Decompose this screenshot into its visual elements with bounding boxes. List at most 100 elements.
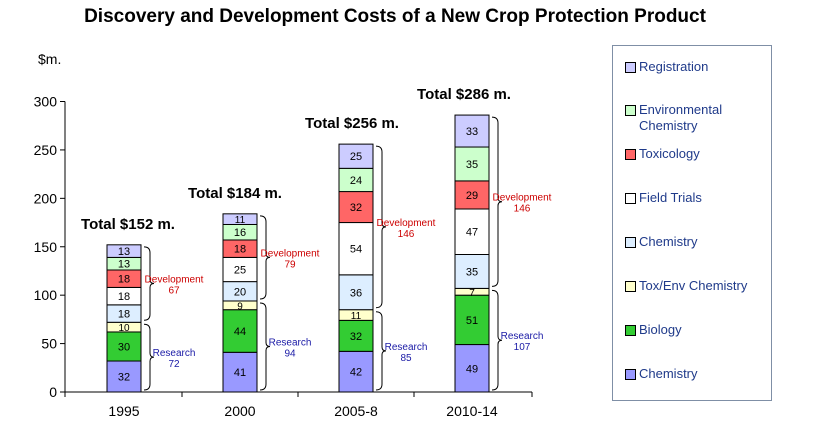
research-label: Research (385, 342, 428, 353)
legend-label: Chemistry (639, 366, 698, 381)
legend-item-environmental-chemistry: Environmental Chemistry (625, 102, 764, 134)
legend-label: Biology (639, 322, 682, 337)
legend-label: Field Trials (639, 190, 702, 205)
segment-value-label: 35 (466, 159, 478, 171)
y-axis-label: $m. (38, 51, 61, 67)
segment-value-label: 25 (350, 151, 362, 163)
research-label: Research (269, 337, 312, 348)
segment-value-label: 11 (351, 311, 362, 322)
research-brace (491, 289, 503, 391)
segment-value-label: 18 (118, 291, 130, 303)
development-label: Development (261, 248, 320, 259)
segment-value-label: 44 (234, 326, 246, 338)
segment-value-label: 11 (235, 215, 246, 226)
total-label: Total $256 m. (305, 115, 399, 132)
development-value: 67 (168, 286, 180, 297)
total-label: Total $152 m. (81, 216, 175, 233)
legend-label: Tox/Env Chemistry (639, 278, 748, 293)
segment-value-label: 47 (466, 227, 478, 239)
research-brace (143, 323, 155, 391)
bar-segment (222, 351, 258, 393)
segment-value-label: 29 (466, 190, 478, 202)
segment-value-label: 18 (234, 244, 246, 256)
legend-item-toxicology: Toxicology (625, 146, 764, 162)
segment-value-label: 42 (350, 367, 362, 379)
bar-segment (222, 256, 258, 283)
development-brace (375, 145, 387, 309)
y-tick-label: 200 (34, 190, 58, 206)
bar-segment (338, 319, 374, 352)
bar-segment (338, 191, 374, 224)
bar-segment (454, 180, 490, 210)
research-value: 107 (514, 342, 531, 353)
research-value: 94 (284, 348, 296, 359)
legend-swatch (625, 281, 636, 292)
legend-label: Chemistry (639, 234, 698, 249)
research-value: 72 (168, 359, 180, 370)
research-label: Research (501, 331, 544, 342)
segment-value-label: 24 (350, 175, 362, 187)
bar-segment (454, 254, 490, 289)
y-tick-label: 150 (34, 239, 58, 255)
segment-value-label: 7 (469, 288, 475, 299)
bar-segment (454, 344, 490, 393)
legend-swatch (625, 149, 636, 160)
y-tick-label: 100 (34, 287, 58, 303)
legend-label: Environmental Chemistry (639, 102, 723, 133)
development-value: 146 (398, 229, 415, 240)
segment-value-label: 16 (234, 227, 246, 239)
segment-value-label: 49 (466, 363, 478, 375)
legend-label: Registration (639, 59, 709, 74)
segment-value-label: 33 (466, 126, 478, 138)
chart-legend: Registration Environmental Chemistry Tox… (612, 45, 772, 401)
legend-swatch (625, 62, 636, 73)
segment-value-label: 20 (234, 286, 246, 298)
segment-value-label: 41 (234, 367, 246, 379)
development-brace (259, 215, 271, 300)
segment-value-label: 51 (466, 315, 478, 327)
chart-title: Discovery and Development Costs of a New… (84, 6, 706, 27)
segment-value-label: 36 (350, 287, 362, 299)
development-label: Development (493, 193, 552, 204)
segment-value-label: 32 (350, 202, 362, 214)
legend-swatch (625, 237, 636, 248)
development-value: 79 (284, 259, 296, 270)
legend-item-field-trials: Field Trials (625, 190, 764, 206)
legend-item-chemistry-research: Chemistry (625, 366, 764, 382)
development-brace (143, 246, 155, 321)
bar-segment (338, 143, 374, 169)
research-brace (259, 302, 271, 391)
y-tick-label: 250 (34, 142, 58, 158)
research-label: Research (153, 348, 196, 359)
legend-swatch (625, 105, 636, 116)
research-brace (375, 311, 387, 391)
y-tick-label: 300 (34, 94, 58, 110)
segment-value-label: 9 (237, 301, 243, 312)
y-tick-label: 0 (49, 384, 57, 400)
legend-item-biology: Biology (625, 322, 764, 338)
legend-swatch (625, 193, 636, 204)
segment-value-label: 32 (350, 331, 362, 343)
legend-label: Toxicology (639, 146, 700, 161)
total-label: Total $184 m. (188, 185, 282, 202)
bar-segment (454, 294, 490, 346)
legend-swatch (625, 325, 636, 336)
bar-segment (338, 350, 374, 393)
segment-value-label: 13 (118, 246, 130, 258)
legend-item-chemistry-development: Chemistry (625, 234, 764, 250)
segment-value-label: 13 (118, 259, 130, 271)
segment-value-label: 32 (118, 372, 130, 384)
legend-swatch (625, 369, 636, 380)
development-label: Development (377, 218, 436, 229)
x-tick-label: 2005-8 (334, 403, 378, 419)
bar-segment (222, 213, 258, 225)
bar-segment (338, 222, 374, 276)
bar-segment (106, 331, 142, 362)
legend-item-registration: Registration (625, 59, 764, 75)
bar-segment (106, 360, 142, 393)
bar-segment (222, 309, 258, 353)
bar-segment (338, 274, 374, 311)
development-value: 146 (514, 204, 531, 215)
x-tick-label: 1995 (108, 403, 139, 419)
segment-value-label: 18 (118, 274, 130, 286)
